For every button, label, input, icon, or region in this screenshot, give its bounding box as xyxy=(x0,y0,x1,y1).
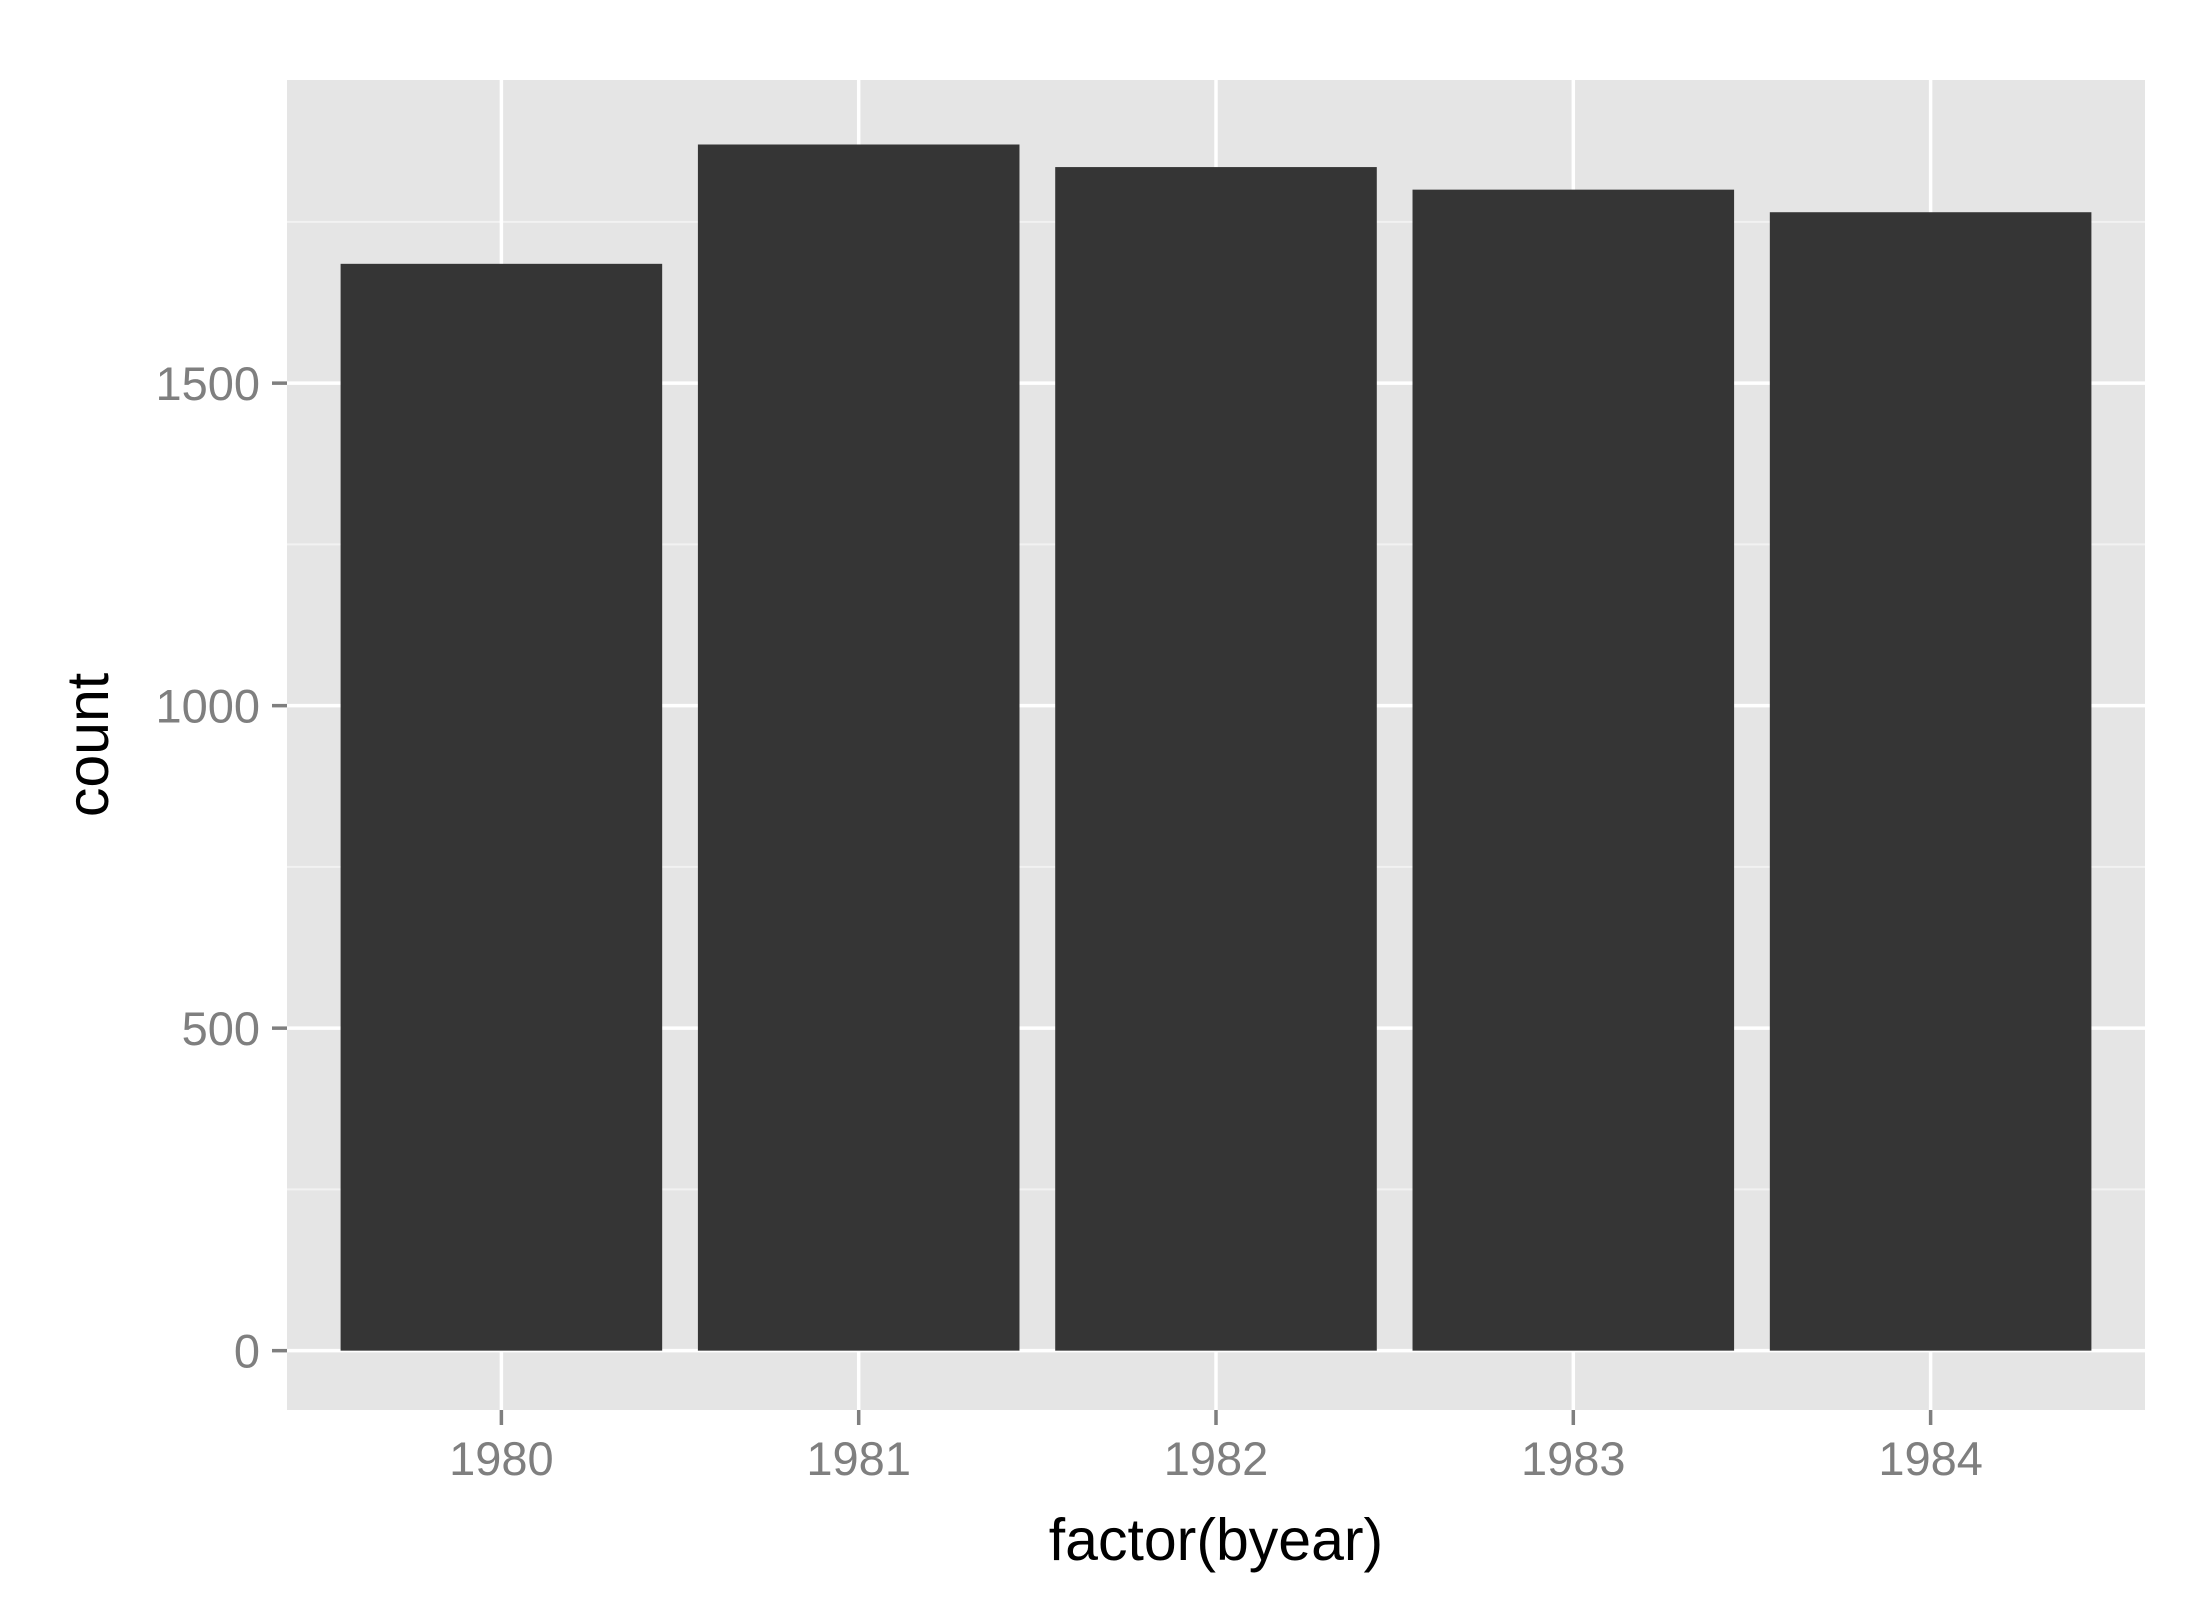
y-tick-label: 1000 xyxy=(155,680,260,733)
y-tick-label: 0 xyxy=(234,1325,260,1378)
x-tick-label: 1983 xyxy=(1521,1432,1626,1485)
bar-1984 xyxy=(1769,212,2092,1351)
x-tick-label: 1980 xyxy=(449,1432,554,1485)
bar-1983 xyxy=(1412,189,1735,1351)
x-tick-label: 1982 xyxy=(1164,1432,1269,1485)
x-axis-title: factor(byear) xyxy=(1049,1507,1383,1573)
bar-1982 xyxy=(1055,167,1377,1351)
y-axis-title: count xyxy=(55,673,121,817)
x-tick-label: 1984 xyxy=(1878,1432,1983,1485)
x-axis: 1980 1981 1982 1983 1984 xyxy=(449,1410,1983,1485)
y-axis: 0 500 1000 1500 xyxy=(155,357,287,1378)
bar-1981 xyxy=(697,144,1020,1351)
y-tick-label: 1500 xyxy=(155,357,260,410)
bar-1980 xyxy=(340,263,663,1351)
y-tick-label: 500 xyxy=(182,1002,260,1055)
x-tick-label: 1981 xyxy=(806,1432,911,1485)
bars xyxy=(340,144,2092,1351)
